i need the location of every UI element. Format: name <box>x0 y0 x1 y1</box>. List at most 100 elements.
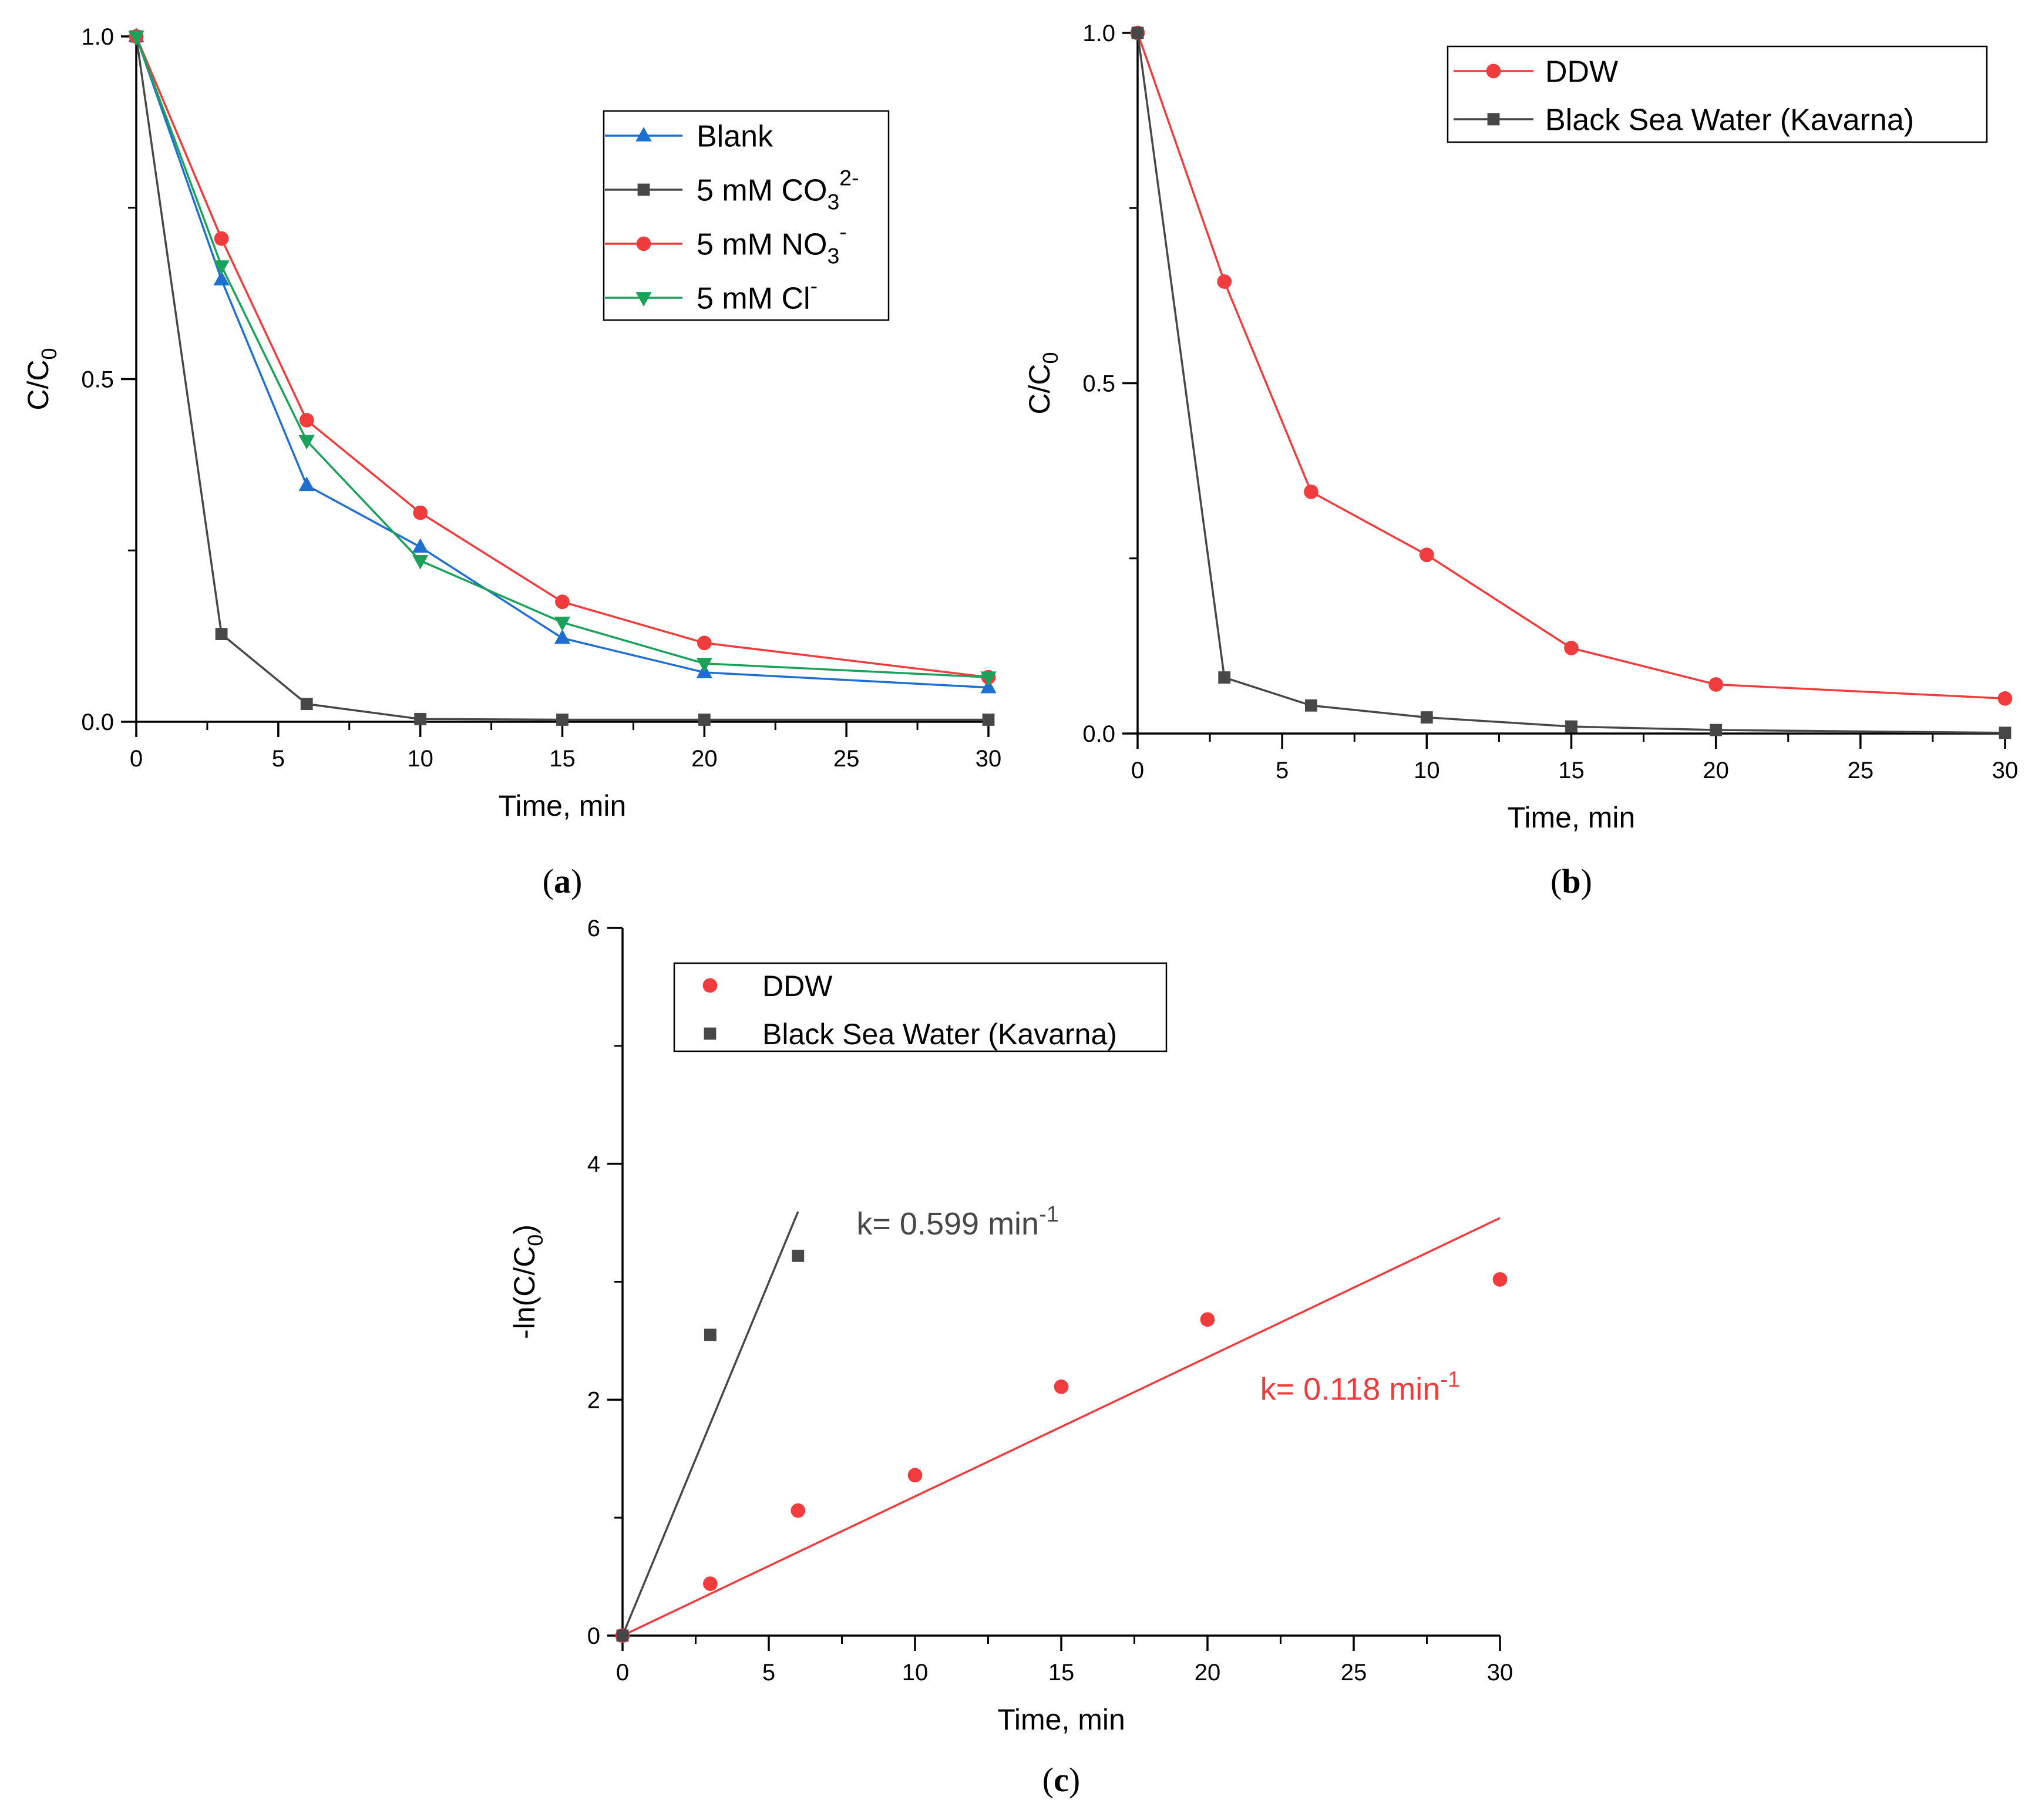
data-point-sea <box>704 1328 717 1341</box>
caption-open: ( <box>543 862 554 900</box>
x-tick-label: 15 <box>1048 1660 1075 1686</box>
data-point-ddw <box>1304 485 1318 499</box>
data-point-carbonate <box>698 714 711 726</box>
x-tick-label: 25 <box>1341 1660 1367 1686</box>
fit-line-sea <box>621 1211 799 1636</box>
legend-label-ddw: DDW <box>762 970 833 1002</box>
panel-caption: (a) <box>543 862 583 900</box>
y-axis-title-tail: ) <box>508 1224 541 1234</box>
x-tick-label: 0 <box>130 746 143 772</box>
data-point-chloride <box>298 435 315 450</box>
legend-label-ddw-main: DDW <box>1545 55 1618 89</box>
legend-label-nitrate-sup: - <box>839 220 846 244</box>
fit-annotation-sea: k= 0.599 min-1 <box>856 1202 1058 1242</box>
caption-letter: a <box>554 862 571 900</box>
data-point-ddw <box>1492 1272 1508 1287</box>
data-point-chloride <box>213 260 230 275</box>
y-axis-title: -ln(C/C0) <box>508 1224 547 1339</box>
y-tick-label: 0.5 <box>81 367 114 393</box>
data-point-carbonate <box>414 712 427 725</box>
data-point-chloride <box>980 671 997 687</box>
legend-box <box>1447 45 1988 143</box>
data-point-blank <box>298 476 315 492</box>
y-tick-label: 0.5 <box>1082 371 1115 397</box>
y-tick-label: 0 <box>587 1623 600 1649</box>
data-point-ddw <box>1054 1379 1069 1394</box>
data-point-sea <box>792 1249 805 1262</box>
x-tick-label: 5 <box>762 1660 775 1686</box>
legend-marker-ddw <box>702 978 718 993</box>
legend-marker-sea <box>1487 113 1500 126</box>
data-point-sea <box>1218 671 1231 684</box>
data-point-sea <box>1420 711 1433 724</box>
legend-label-nitrate-sub: 3 <box>827 243 839 268</box>
x-tick-label: 0 <box>1131 758 1144 783</box>
legend-label-sea-main: Black Sea Water (Kavarna) <box>762 1018 1117 1051</box>
legend-label-ddw: DDW <box>1545 55 1618 89</box>
data-point-sea <box>1131 26 1144 39</box>
legend-label-nitrate-main: 5 mM NO <box>697 228 827 262</box>
data-point-blank <box>412 538 429 553</box>
caption-letter: c <box>1054 1761 1069 1799</box>
y-tick-label: 1.0 <box>1082 21 1115 46</box>
y-axis-title-main: C/C <box>22 359 55 410</box>
caption-open: ( <box>1042 1761 1054 1799</box>
y-tick-label: 0.0 <box>81 709 114 735</box>
fit-annotation-ddw: k= 0.118 min-1 <box>1260 1367 1460 1407</box>
legend-label-carbonate: 5 mM CO32- <box>697 166 859 214</box>
caption-close: ) <box>1581 862 1592 900</box>
panel-caption: (b) <box>1550 862 1592 900</box>
y-tick-label: 0.0 <box>1082 721 1115 747</box>
panel-caption: (c) <box>1042 1761 1080 1799</box>
x-tick-label: 15 <box>549 746 576 772</box>
data-point-chloride <box>412 555 429 570</box>
data-point-carbonate <box>300 698 313 711</box>
legend-label-sea: Black Sea Water (Kavarna) <box>1545 103 1914 137</box>
data-point-chloride <box>696 658 712 672</box>
x-tick-label: 10 <box>407 746 433 772</box>
legend-box <box>603 110 890 321</box>
caption-letter: b <box>1562 862 1580 900</box>
fit-annotation-text: k= 0.599 min <box>856 1206 1039 1242</box>
legend-marker-ddw <box>1486 63 1501 79</box>
legend-box <box>673 962 1168 1052</box>
x-tick-label: 30 <box>1992 758 2019 783</box>
data-point-sea <box>1305 699 1317 712</box>
x-tick-label: 5 <box>272 746 285 772</box>
y-axis-title-sub: 0 <box>1038 352 1062 364</box>
data-point-ddw <box>1708 677 1724 692</box>
y-tick-label: 4 <box>587 1152 600 1178</box>
fit-annotation-sup: -1 <box>1440 1367 1460 1392</box>
legend-label-ddw-main: DDW <box>762 970 833 1002</box>
legend-marker-blank <box>635 127 652 142</box>
y-axis-title-sub: 0 <box>37 348 61 359</box>
x-tick-label: 25 <box>833 746 860 772</box>
x-tick-label: 5 <box>1276 758 1289 783</box>
x-tick-label: 10 <box>902 1660 929 1686</box>
caption-close: ) <box>571 862 582 900</box>
legend-label-chloride-sup: - <box>810 274 818 298</box>
y-axis-title-main: C/C <box>1023 364 1056 414</box>
legend-label-nitrate: 5 mM NO3- <box>697 220 847 268</box>
data-point-ddw <box>1419 547 1434 563</box>
legend-label-carbonate-sup: 2- <box>839 166 859 190</box>
legend-label-carbonate-main: 5 mM CO <box>697 174 827 208</box>
y-tick-label: 6 <box>587 916 600 941</box>
x-tick-label: 25 <box>1848 758 1874 783</box>
legend-label-blank-main: Blank <box>697 120 773 154</box>
data-point-chloride <box>128 31 144 45</box>
data-point-ddw <box>1217 274 1232 289</box>
data-point-blank <box>554 629 571 644</box>
data-point-ddw <box>703 1576 718 1591</box>
legend-label-sea-main: Black Sea Water (Kavarna) <box>1545 103 1914 137</box>
data-point-chloride <box>554 617 571 631</box>
data-point-nitrate <box>697 635 712 651</box>
x-tick-label: 15 <box>1558 758 1585 783</box>
y-tick-label: 2 <box>587 1387 600 1413</box>
data-point-ddw <box>907 1468 923 1483</box>
x-tick-label: 20 <box>1195 1660 1221 1686</box>
data-point-nitrate <box>555 594 570 610</box>
